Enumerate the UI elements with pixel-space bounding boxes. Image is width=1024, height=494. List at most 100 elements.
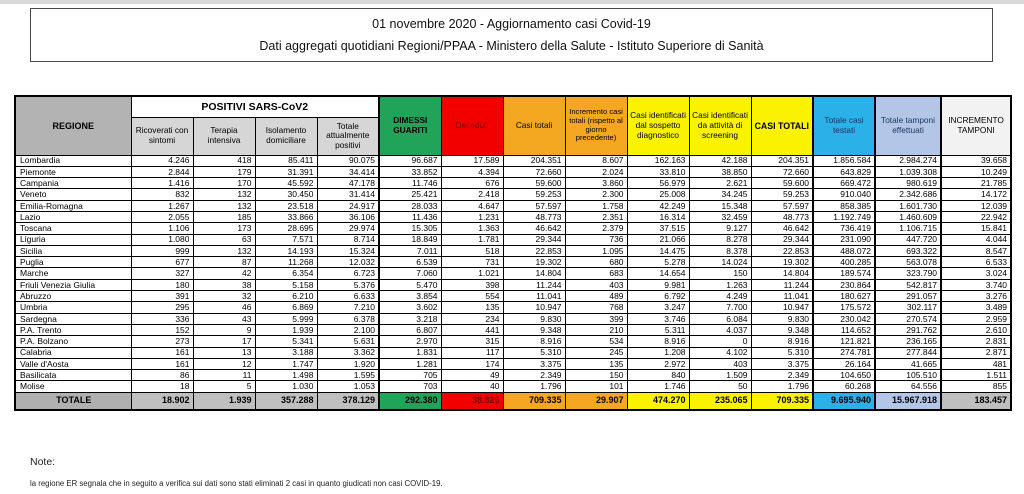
table-row: Sardegna 336 43 5.999 6.378 3.218 234 9.830 399 3… — [14, 312, 1012, 325]
value-cell: 33.810 — [626, 165, 690, 179]
value-cell: 4.647 — [440, 199, 504, 212]
value-cell: 5.311 — [626, 323, 690, 337]
value-cell: 669.472 — [812, 177, 876, 190]
region-name-cell: P.A. Trento — [14, 323, 132, 337]
value-cell: 1.781 — [440, 233, 504, 246]
value-cell: 832 — [130, 188, 194, 201]
value-cell: 18.849 — [378, 233, 442, 246]
value-cell: 5.999 — [254, 312, 318, 325]
value-cell: 418 — [192, 154, 256, 167]
value-cell: 29.344 — [502, 233, 566, 246]
value-cell: 8.916 — [750, 335, 814, 348]
value-cell: 2.379 — [564, 222, 628, 235]
value-cell: 910.040 — [812, 188, 876, 201]
value-cell: 14.804 — [502, 267, 566, 280]
table-row: Marche 327 42 6.354 6.723 7.060 1.021 14.804 683… — [14, 267, 1012, 280]
value-cell: 9.981 — [626, 278, 690, 292]
value-cell: 693.322 — [874, 244, 942, 258]
value-cell: 11.244 — [502, 278, 566, 292]
value-cell: 683 — [564, 267, 628, 280]
value-cell: 13 — [192, 346, 256, 359]
value-cell: 17 — [192, 335, 256, 348]
value-cell: 135 — [564, 357, 628, 371]
value-cell: 1.595 — [316, 369, 380, 382]
value-cell: 85.411 — [254, 154, 318, 167]
value-cell: 3.740 — [940, 278, 1012, 292]
value-cell: 18.902 — [130, 391, 194, 411]
value-cell: 9.830 — [750, 312, 814, 325]
value-cell: 59.253 — [750, 188, 814, 201]
col-header-totale-casi-testati: Totale casi testati — [812, 95, 876, 156]
title-line-2: Dati aggregati quotidiani Regioni/PPAA -… — [259, 39, 764, 53]
value-cell: 563.078 — [874, 256, 942, 269]
col-header-dimessi-guariti: DIMESSI GUARITI — [378, 95, 442, 156]
value-cell: 161 — [130, 346, 194, 359]
value-cell: 121.821 — [812, 335, 876, 348]
region-header-cell: REGIONE — [14, 95, 132, 156]
value-cell: 18 — [130, 380, 194, 393]
value-cell: 28.695 — [254, 222, 318, 235]
value-cell: 768 — [564, 301, 628, 314]
value-cell: 14.193 — [254, 244, 318, 258]
value-cell: 8.607 — [564, 154, 628, 167]
value-cell: 31.414 — [316, 188, 380, 201]
value-cell: 29.907 — [564, 391, 628, 411]
table-body: Lombardia 4.246 418 85.411 90.075 96.687 17.58… — [14, 154, 1012, 411]
value-cell: 180.627 — [812, 290, 876, 303]
value-cell: 8.547 — [940, 244, 1012, 258]
table-row: Sicilia 999 132 14.193 15.324 7.011 518 22.853 1… — [14, 244, 1012, 258]
value-cell: 7.700 — [688, 301, 752, 314]
value-cell: 39.658 — [940, 154, 1012, 167]
col-header-incremento-tamponi: INCREMENTO TAMPONI — [940, 95, 1012, 156]
value-cell: 8.714 — [316, 233, 380, 246]
value-cell: 86 — [130, 369, 194, 382]
value-cell: 1.460.609 — [874, 210, 942, 224]
col-header-casi-sospetto-diagnostico: Casi identificati dal sospetto diagnosti… — [626, 95, 690, 156]
value-cell: 1.053 — [316, 380, 380, 393]
col-header-deceduti: Deceduti — [440, 95, 504, 156]
value-cell: 132 — [192, 199, 256, 212]
value-cell: 46.642 — [502, 222, 566, 235]
value-cell: 183.457 — [940, 391, 1012, 411]
value-cell: 10.249 — [940, 165, 1012, 179]
value-cell: 50 — [688, 380, 752, 393]
value-cell: 33.852 — [378, 165, 442, 179]
value-cell: 9.830 — [502, 312, 566, 325]
value-cell: 6.354 — [254, 267, 318, 280]
value-cell: 15.967.918 — [874, 391, 942, 411]
value-cell: 736.419 — [812, 222, 876, 235]
value-cell: 96.687 — [378, 154, 442, 167]
value-cell: 542.817 — [874, 278, 942, 292]
value-cell: 14.804 — [750, 267, 814, 280]
value-cell: 174 — [440, 357, 504, 371]
value-cell: 10.947 — [502, 301, 566, 314]
value-cell: 11.041 — [502, 290, 566, 303]
value-cell: 2.831 — [940, 335, 1012, 348]
value-cell: 5.376 — [316, 278, 380, 292]
value-cell: 1.831 — [378, 346, 442, 359]
value-cell: 43 — [192, 312, 256, 325]
table-row: Friuli Venezia Giulia 180 38 5.158 5.376 5.47… — [14, 278, 1012, 292]
value-cell: 291.762 — [874, 323, 942, 337]
value-cell: 63 — [192, 233, 256, 246]
table-row: Basilicata 86 11 1.498 1.595 705 49 2.349 150 840… — [14, 369, 1012, 382]
value-cell: 1.267 — [130, 199, 194, 212]
region-name-cell: Toscana — [14, 222, 132, 235]
value-cell: 59.600 — [750, 177, 814, 190]
value-cell: 398 — [440, 278, 504, 292]
value-cell: 5.341 — [254, 335, 318, 348]
region-name-cell: Sicilia — [14, 244, 132, 258]
table-row: Abruzzo 391 32 6.210 6.633 3.854 554 11.041 489 6… — [14, 290, 1012, 303]
value-cell: 19.302 — [502, 256, 566, 269]
value-cell: 2.055 — [130, 210, 194, 224]
table-row: Emilia-Romagna 1.267 132 23.518 24.917 28.033… — [14, 199, 1012, 212]
value-cell: 210 — [564, 323, 628, 337]
value-cell: 1.030 — [254, 380, 318, 393]
table-row: Calabria 161 13 3.188 3.362 1.831 117 5.310 245 1… — [14, 346, 1012, 359]
value-cell: 705 — [378, 369, 442, 382]
value-cell: 3.375 — [502, 357, 566, 371]
col-header-totale-tamponi: Totale tamponi effettuati — [874, 95, 942, 156]
value-cell: 315 — [440, 335, 504, 348]
value-cell: 703 — [378, 380, 442, 393]
value-cell: 518 — [440, 244, 504, 258]
